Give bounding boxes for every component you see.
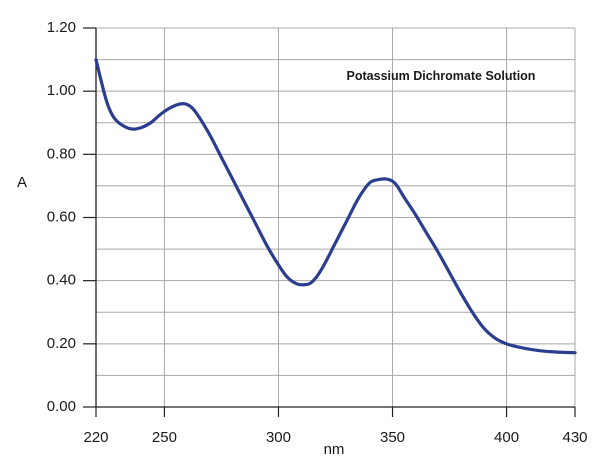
plot-area: [94, 57, 577, 355]
absorbance-line: [94, 57, 577, 355]
y-tick-label: 0.80: [47, 145, 76, 162]
x-tick-label: 400: [494, 429, 519, 446]
x-tick-label: 250: [152, 429, 177, 446]
axes: [83, 27, 576, 417]
x-tick-label: 220: [83, 429, 108, 446]
y-tick-label: 1.20: [47, 19, 76, 36]
x-tick-label: 430: [562, 429, 587, 446]
x-tick-label: 350: [380, 429, 405, 446]
x-tick-label: 300: [266, 429, 291, 446]
x-axis-title: nm: [324, 441, 345, 458]
y-tick-label: 0.20: [47, 335, 76, 352]
y-tick-label: 1.00: [47, 82, 76, 99]
y-tick-label: 0.40: [47, 272, 76, 289]
y-tick-label: 0.00: [47, 398, 76, 415]
chart-title: Potassium Dichromate Solution: [347, 69, 536, 83]
y-tick-label: 0.60: [47, 209, 76, 226]
y-axis-title: A: [17, 174, 27, 191]
tick-labels: 0.00 0.20 0.40 0.60 0.80 1.00 1.20 220 250 300 350…: [47, 19, 588, 446]
grid: [96, 27, 576, 407]
